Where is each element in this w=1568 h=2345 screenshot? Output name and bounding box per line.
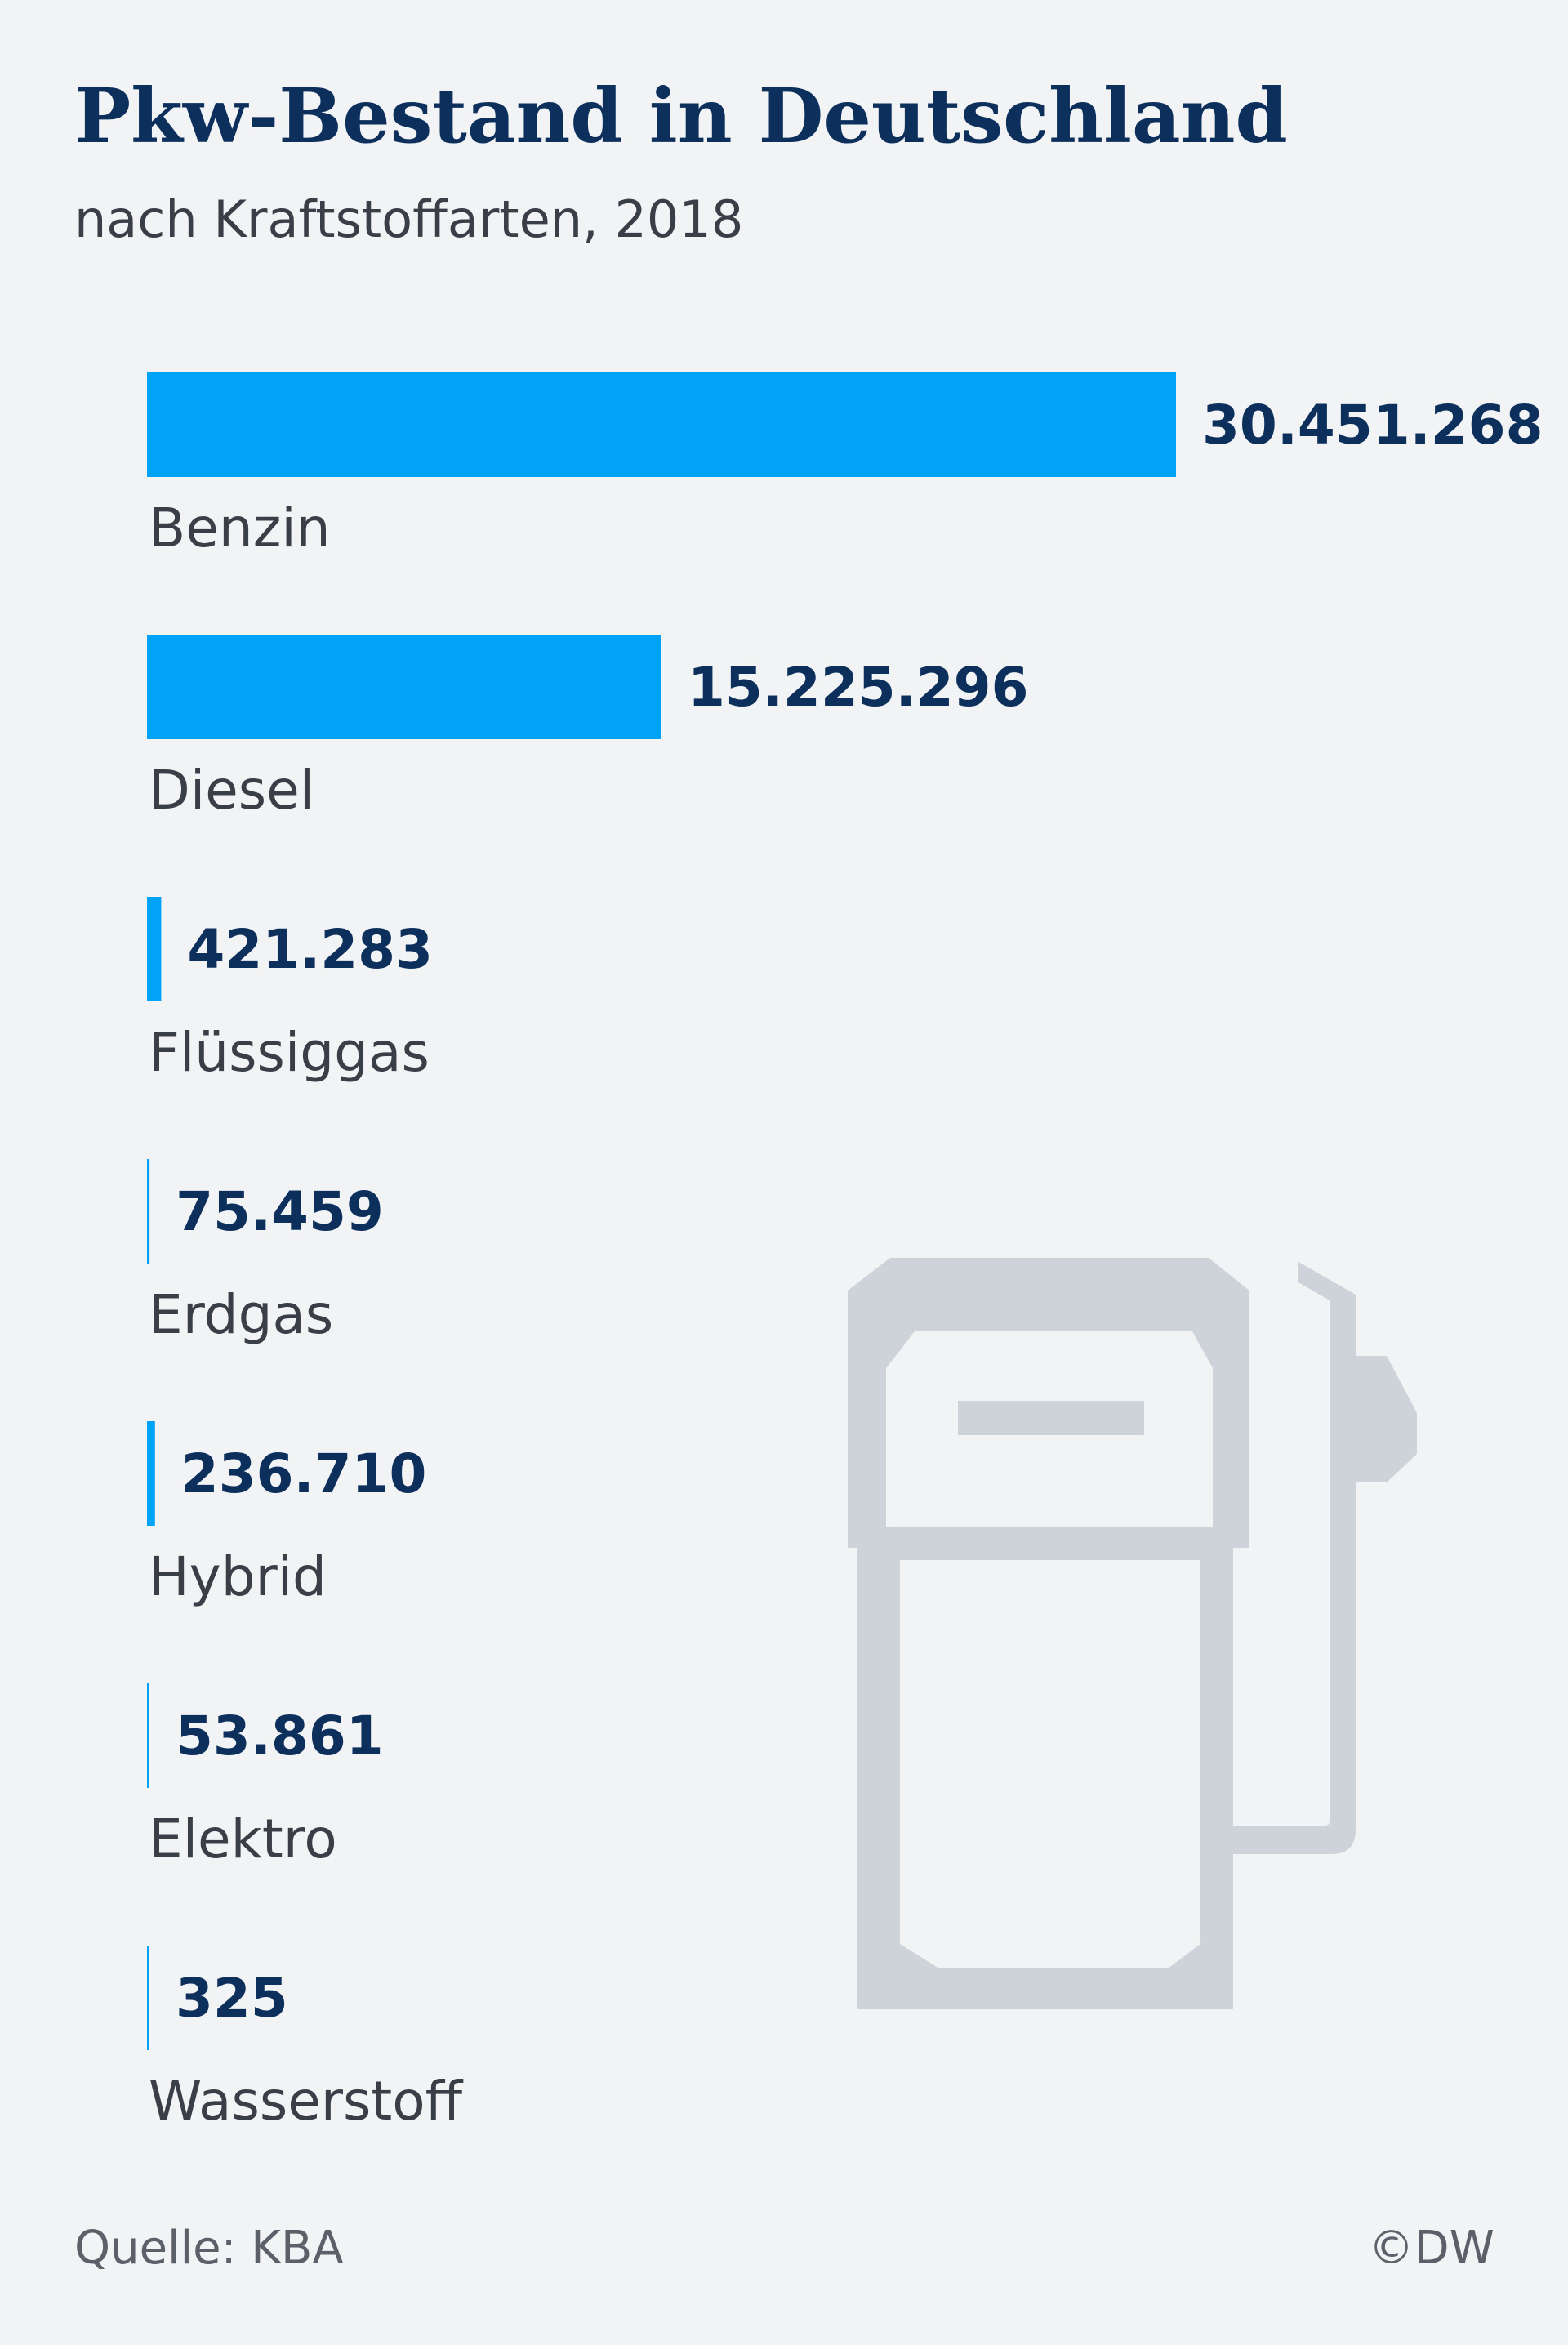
bar-4 (147, 1421, 155, 1526)
source-note: Quelle: KBA (74, 2222, 344, 2275)
category-label-0: Benzin (149, 497, 331, 560)
bar-3 (147, 1159, 150, 1264)
category-label-6: Wasserstoff (149, 2070, 464, 2133)
bar-6 (147, 1946, 149, 2050)
value-label-1: 15.225.296 (688, 656, 1029, 719)
chart-subtitle: nach Kraftstoffarten, 2018 (74, 189, 744, 249)
chart-title: Pkw-Bestand in Deutschland (74, 72, 1288, 160)
value-label-2: 421.283 (187, 918, 433, 981)
category-label-4: Hybrid (149, 1545, 327, 1608)
credit-note: ©DW (1368, 2222, 1495, 2275)
value-label-5: 53.861 (176, 1705, 384, 1768)
category-label-2: Flüssiggas (149, 1021, 430, 1084)
value-label-6: 325 (176, 1967, 288, 2030)
value-label-3: 75.459 (176, 1180, 384, 1243)
value-label-4: 236.710 (181, 1442, 427, 1505)
category-label-5: Elektro (149, 1808, 337, 1870)
bar-0 (147, 372, 1176, 477)
category-label-1: Diesel (149, 759, 314, 822)
value-label-0: 30.451.268 (1202, 394, 1544, 457)
bar-5 (147, 1683, 149, 1788)
bar-2 (147, 897, 162, 1001)
category-label-3: Erdgas (149, 1283, 333, 1346)
fuel-pump-icon (848, 1258, 1417, 2009)
bar-1 (147, 635, 662, 739)
